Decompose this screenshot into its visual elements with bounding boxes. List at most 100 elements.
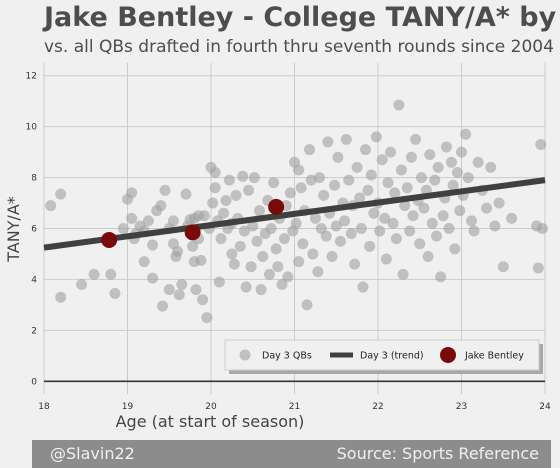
day3-point (173, 289, 185, 301)
day3-point (237, 170, 249, 182)
day3-point (55, 188, 67, 200)
page-title: Jake Bentley - College TANY/A* by Age (44, 2, 560, 33)
bentley-point (184, 224, 201, 241)
day3-point (105, 268, 117, 280)
day3-point (355, 223, 367, 234)
day3-point (201, 312, 213, 324)
day3-point (357, 281, 369, 293)
day3-point (354, 192, 366, 204)
day3-point (345, 228, 357, 240)
day3-point (410, 133, 422, 145)
day3-point (380, 253, 392, 265)
x-tick-label: 24 (539, 402, 551, 412)
day3-point (462, 172, 474, 184)
day3-point (282, 271, 294, 283)
day3-point (443, 223, 455, 234)
x-tick-label: 20 (205, 402, 217, 412)
day3-point (407, 210, 419, 222)
day3-point (374, 225, 386, 237)
trend-line (43, 177, 546, 251)
day3-point (253, 205, 265, 217)
day3-point (536, 223, 548, 234)
x-axis-label: Age (at start of season) (116, 412, 305, 431)
day3-point (109, 287, 121, 299)
day3-point (295, 182, 307, 194)
y-axis-label: TANY/A* (4, 196, 23, 263)
footer-source: Source: Sports Reference (336, 444, 539, 463)
day3-point (393, 99, 405, 111)
day3-point (176, 279, 188, 291)
day3-point (45, 200, 57, 212)
day3-point (55, 291, 67, 303)
day3-point (215, 233, 227, 245)
day3-point (147, 239, 159, 251)
day3-point (270, 243, 282, 255)
day3-point (138, 256, 150, 268)
legend-bentley-label: Jake Bentley (464, 351, 524, 362)
day3-point (351, 161, 363, 173)
day3-point (223, 174, 235, 186)
day3-point (349, 258, 361, 270)
x-tick-label: 23 (456, 402, 467, 412)
legend-box (224, 339, 540, 371)
day3-point (263, 268, 275, 280)
legend-day3-label: Day 3 QBs (262, 351, 312, 362)
day3-point (435, 271, 447, 283)
day3-point (238, 225, 250, 237)
day3-point (430, 230, 442, 242)
day3-point (172, 245, 184, 257)
day3-point (454, 205, 466, 217)
day3-point (304, 144, 316, 156)
day3-point (390, 233, 402, 245)
day3-point (362, 184, 374, 196)
day3-point (451, 166, 463, 178)
day3-point (385, 146, 397, 158)
day3-point (387, 217, 399, 229)
legend-day3-marker (239, 349, 251, 361)
day3-point (334, 235, 346, 247)
x-tick-label: 18 (38, 402, 50, 412)
footer-bar: @Slavin22 Source: Sports Reference (32, 440, 551, 468)
day3-point (332, 151, 344, 163)
day3-point (437, 210, 449, 222)
day3-point (326, 251, 338, 263)
day3-point (276, 279, 288, 291)
day3-point (248, 172, 260, 184)
day3-point (318, 189, 330, 201)
day3-point (489, 220, 501, 232)
day3-point (481, 202, 493, 214)
day3-point (218, 207, 230, 219)
day3-point (220, 194, 232, 206)
day3-point (493, 197, 505, 209)
y-tick-label: 8 (31, 174, 37, 184)
day3-point (379, 212, 391, 224)
day3-point (126, 212, 138, 224)
day3-point (447, 179, 459, 191)
day3-points (45, 99, 548, 324)
day3-point (240, 281, 252, 293)
day3-point (251, 235, 263, 247)
day3-point (163, 284, 175, 296)
day3-point (497, 261, 509, 273)
day3-point (506, 212, 518, 224)
day3-point (301, 299, 313, 311)
day3-point (339, 215, 351, 227)
day3-point (278, 233, 290, 245)
day3-point (245, 261, 257, 273)
day3-point (272, 261, 284, 273)
day3-point (440, 141, 452, 153)
day3-point (370, 131, 382, 143)
day3-point (466, 215, 478, 227)
day3-point (418, 202, 430, 214)
day3-point (382, 177, 394, 189)
day3-point (126, 187, 138, 199)
day3-point (312, 266, 324, 278)
day3-point (429, 174, 441, 186)
day3-point (405, 151, 417, 163)
day3-point (293, 256, 305, 268)
day3-point (322, 136, 334, 148)
footer-credit: @Slavin22 (50, 444, 135, 463)
day3-point (364, 240, 376, 252)
bentley-points (101, 198, 285, 248)
